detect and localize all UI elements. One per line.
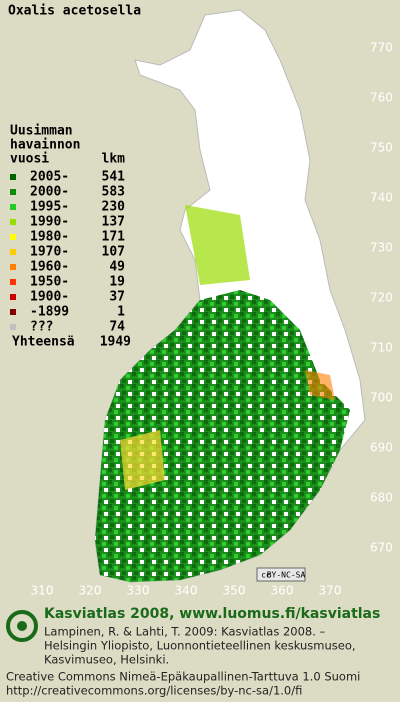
occurrence-patch xyxy=(305,370,335,400)
x-grid-label: 310 xyxy=(31,584,54,598)
logo xyxy=(17,621,27,631)
legend-count: 171 xyxy=(102,230,126,245)
legend-count: 1 xyxy=(117,305,125,320)
map-title: Oxalis acetosella xyxy=(8,4,141,19)
legend-period: -1899 xyxy=(30,305,69,320)
x-grid-label: 360 xyxy=(271,584,294,598)
x-grid-label: 340 xyxy=(175,584,198,598)
legend-swatch xyxy=(10,309,16,315)
y-grid-label: 750 xyxy=(370,141,393,155)
legend-swatch xyxy=(10,279,16,285)
legend-period: 1950- xyxy=(30,275,69,290)
x-grid-label: 350 xyxy=(223,584,246,598)
legend-swatch xyxy=(10,249,16,255)
logo xyxy=(6,610,38,642)
y-grid-label: 710 xyxy=(370,341,393,355)
legend-heading: Uusimman xyxy=(10,124,73,139)
footer-license: http://creativecommons.org/licenses/by-n… xyxy=(6,684,302,698)
y-grid-label: 730 xyxy=(370,241,393,255)
y-grid-label: 700 xyxy=(370,391,393,405)
legend-count: 74 xyxy=(109,320,125,335)
y-grid-label: 670 xyxy=(370,541,393,555)
legend-swatch xyxy=(10,294,16,300)
footer-citation: Helsingin Yliopisto, Luonnontieteellinen… xyxy=(44,639,356,653)
legend-period: 1960- xyxy=(30,260,69,275)
legend-total: 1949 xyxy=(100,335,131,350)
legend-swatch xyxy=(10,204,16,210)
footer-headline: Kasviatlas 2008, www.luomus.fi/kasviatla… xyxy=(44,606,380,622)
footer-citation: Kasvimuseo, Helsinki. xyxy=(44,653,169,667)
legend-count: 49 xyxy=(109,260,125,275)
legend-period: 1970- xyxy=(30,245,69,260)
y-grid-label: 760 xyxy=(370,91,393,105)
cc-badge xyxy=(256,567,306,582)
cc-license: BY-NC-SA xyxy=(267,571,306,580)
legend-period: 1900- xyxy=(30,290,69,305)
legend-count-heading: lkm xyxy=(102,152,126,167)
y-grid-label: 680 xyxy=(370,491,393,505)
legend-swatch xyxy=(10,189,16,195)
footer-license: Creative Commons Nimeä-Epäkaupallinen-Ta… xyxy=(6,670,360,684)
legend-total-label: Yhteensä xyxy=(12,335,75,350)
legend-period: 1995- xyxy=(30,200,69,215)
legend-heading: havainnon xyxy=(10,138,80,153)
legend-period: 2005- xyxy=(30,170,69,185)
legend-count: 107 xyxy=(102,245,125,260)
legend-period: ??? xyxy=(30,320,53,335)
legend-swatch xyxy=(10,264,16,270)
y-grid-label: 770 xyxy=(370,41,393,55)
legend-count: 583 xyxy=(102,185,125,200)
occurrence-patch xyxy=(185,205,250,285)
occurrence-patch xyxy=(120,430,165,490)
y-grid-label: 720 xyxy=(370,291,393,305)
legend-period: 1980- xyxy=(30,230,69,245)
legend-count: 37 xyxy=(109,290,125,305)
occurrence-area xyxy=(95,290,350,582)
legend-swatch xyxy=(10,324,16,330)
legend-heading: vuosi xyxy=(10,152,49,167)
cc-mark: cc xyxy=(261,571,271,580)
legend-count: 137 xyxy=(102,215,125,230)
legend-count: 19 xyxy=(109,275,125,290)
x-grid-label: 320 xyxy=(79,584,102,598)
legend-count: 230 xyxy=(102,200,126,215)
legend-period: 1990- xyxy=(30,215,69,230)
x-grid-label: 330 xyxy=(127,584,150,598)
legend-swatch xyxy=(10,219,16,225)
y-grid-label: 690 xyxy=(370,441,393,455)
legend-swatch xyxy=(10,234,16,240)
y-grid-label: 740 xyxy=(370,191,393,205)
x-grid-label: 370 xyxy=(319,584,342,598)
legend-swatch xyxy=(10,174,16,180)
legend-count: 541 xyxy=(102,170,126,185)
legend-period: 2000- xyxy=(30,185,69,200)
footer-citation: Lampinen, R. & Lahti, T. 2009: Kasviatla… xyxy=(44,625,326,639)
